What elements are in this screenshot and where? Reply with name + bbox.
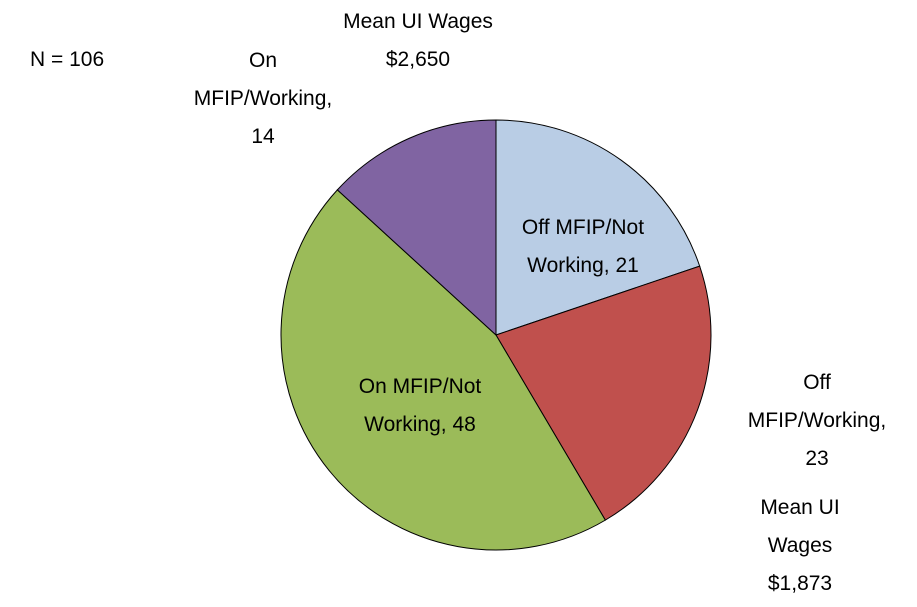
data-label: On MFIP/Not Working, 48	[358, 375, 482, 436]
pie-slice	[495, 119, 701, 336]
annotation: Mean UI Wages $2,650	[343, 10, 493, 71]
annotation: Mean UI Wages $1,873	[760, 496, 840, 595]
pie-slice	[495, 265, 712, 521]
data-label: Off MFIP/Not Working, 21	[521, 216, 645, 277]
annotation: N = 106	[30, 48, 105, 71]
data-label: On MFIP/Working, 14	[193, 49, 333, 148]
pie-slice	[280, 189, 607, 551]
pie-slice	[336, 119, 497, 337]
data-label: Off MFIP/Working, 23	[747, 371, 887, 470]
